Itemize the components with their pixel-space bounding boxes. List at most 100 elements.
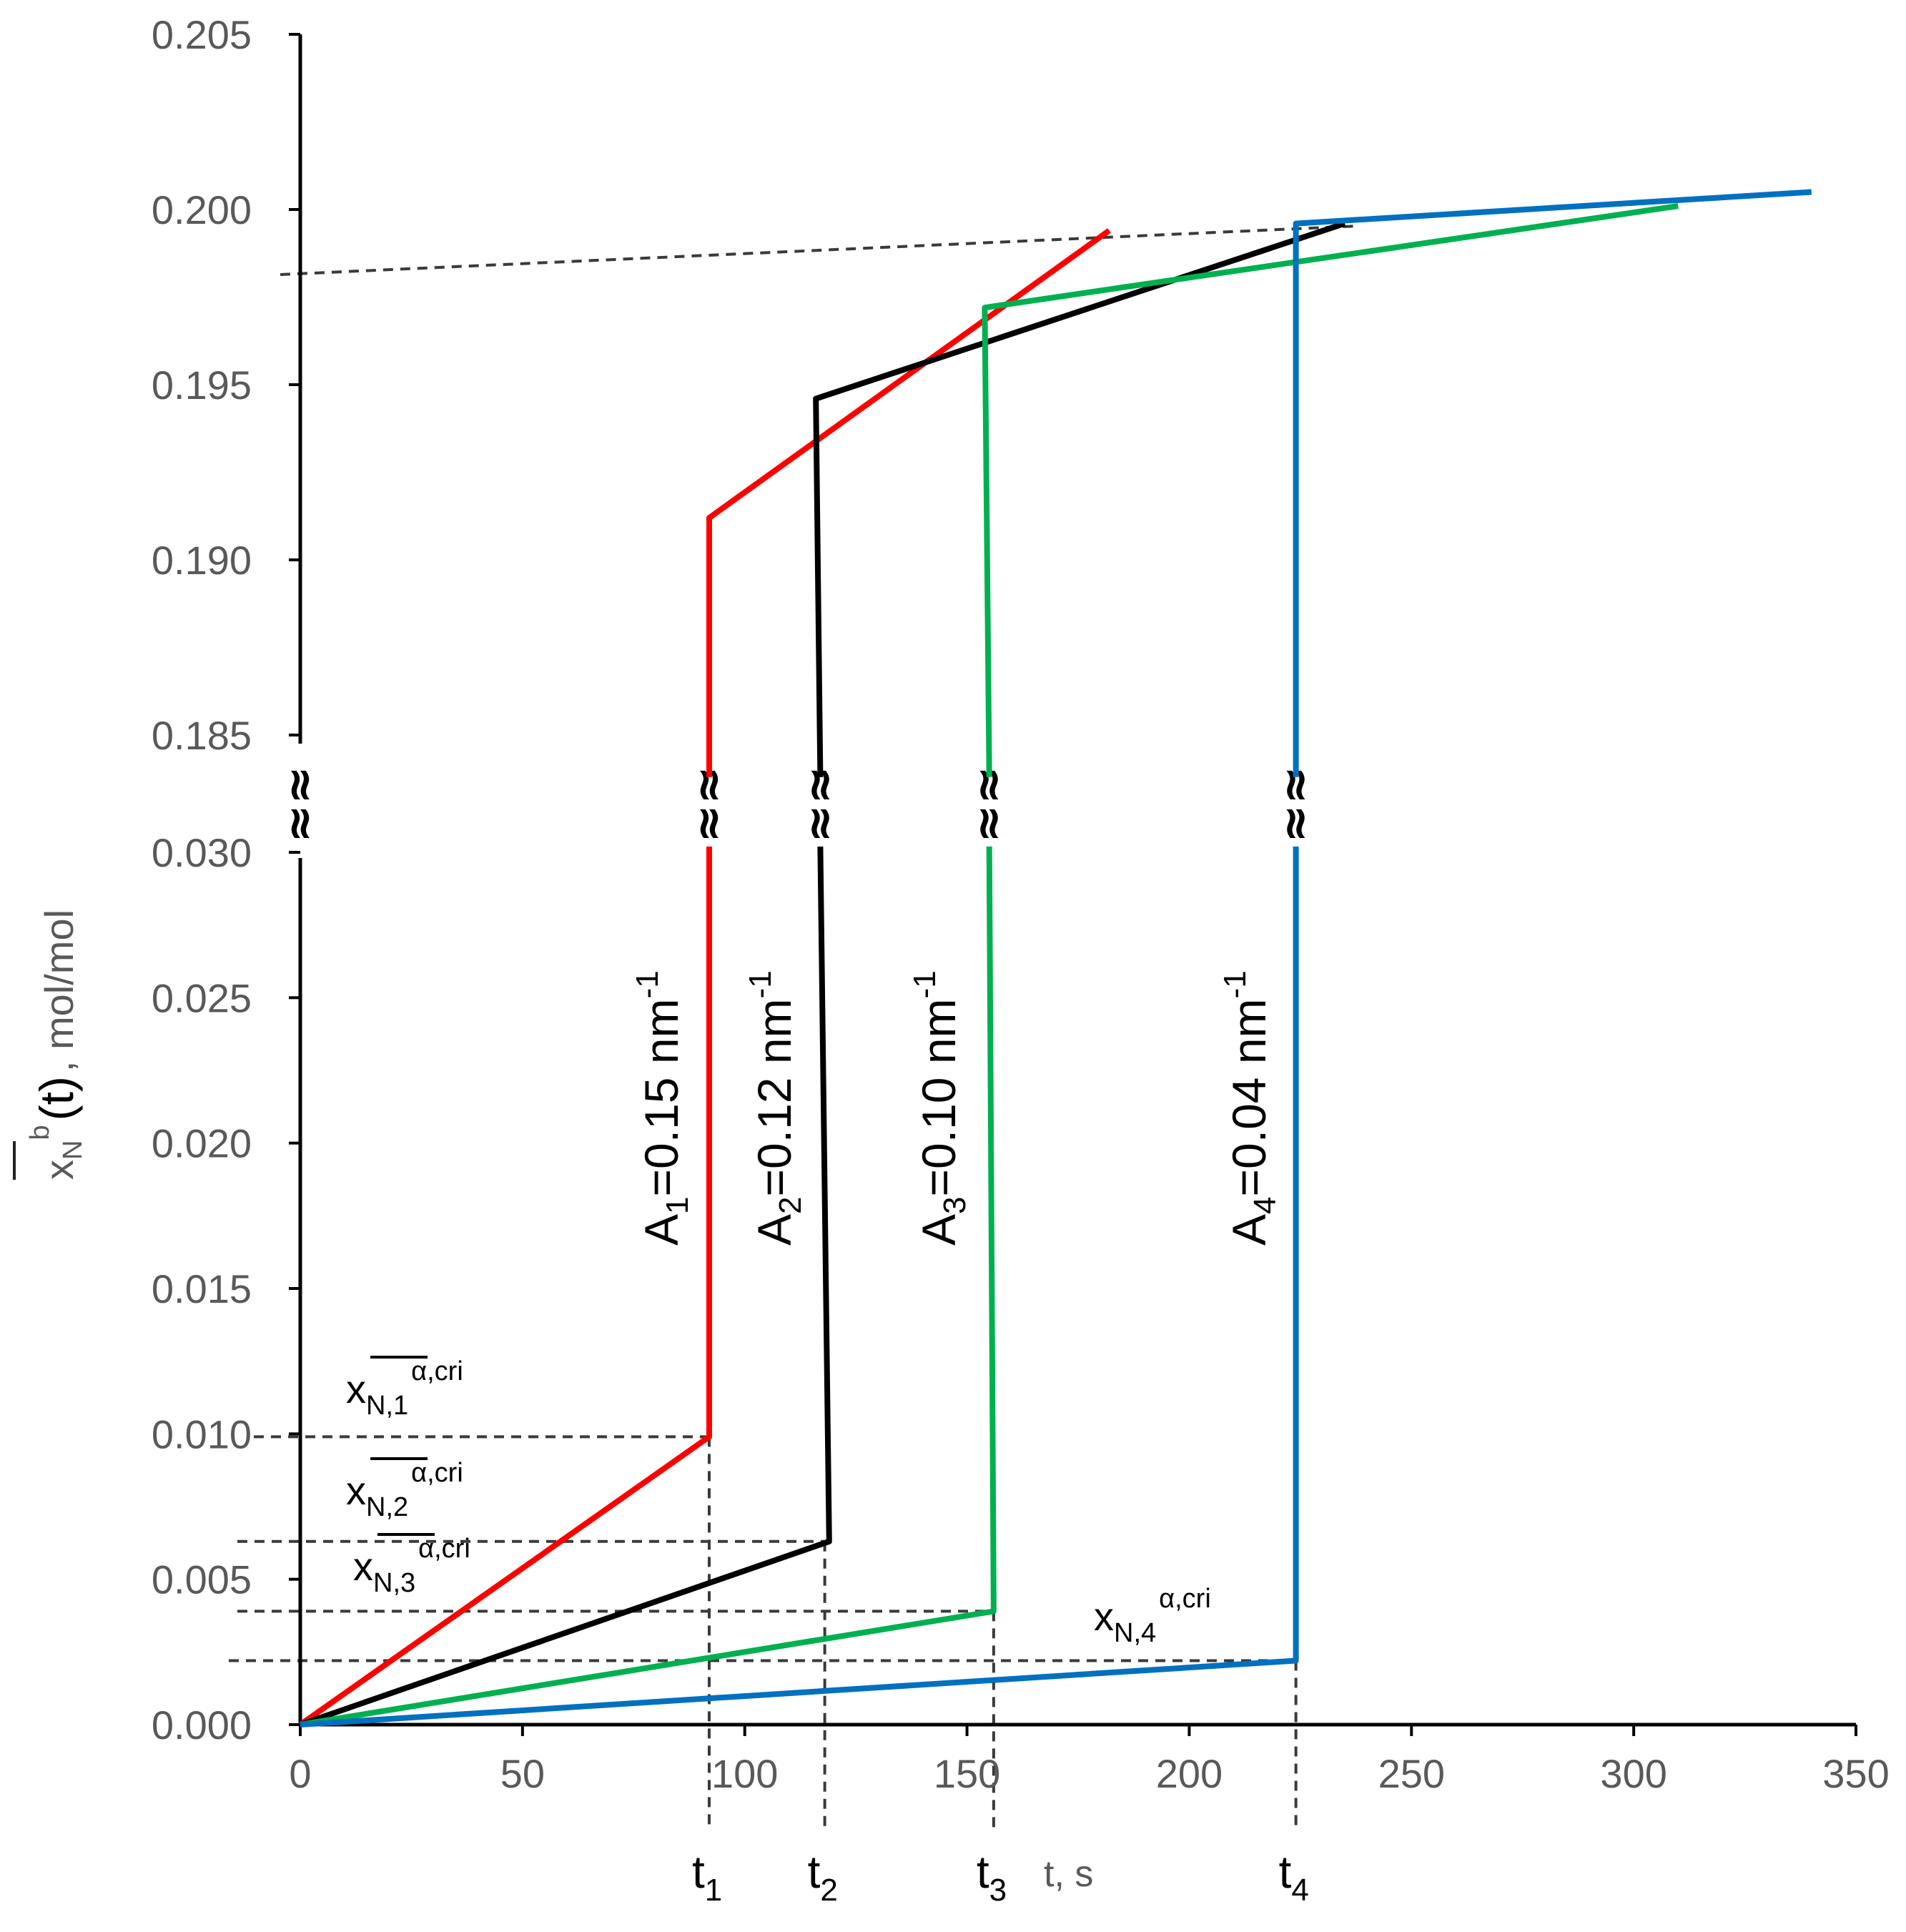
series-line-upper bbox=[813, 220, 1346, 777]
series-line-lower bbox=[298, 846, 712, 1728]
annotation-sub: N,2 bbox=[366, 1492, 408, 1522]
x-tick-label: 150 bbox=[934, 1751, 1000, 1796]
axis-break-symbol: ≈ bbox=[962, 804, 1015, 843]
x-tick-label: 50 bbox=[500, 1751, 545, 1796]
series-line-upper bbox=[982, 203, 1679, 777]
series-line-upper bbox=[706, 228, 1111, 777]
annotation-text: xN,4α,cri bbox=[1094, 1584, 1211, 1648]
annotation-main: x bbox=[353, 1544, 373, 1589]
series-label: A2=0.12 nm-1 bbox=[743, 970, 808, 1246]
y-tick-label: 0.190 bbox=[152, 538, 252, 583]
x-tick-label: 100 bbox=[711, 1751, 778, 1796]
axis-break-symbol: ≈ bbox=[273, 804, 326, 843]
x-axis-label: t, s bbox=[1044, 1853, 1093, 1895]
series-label-text: A3=0.10 nm-1 bbox=[907, 970, 972, 1246]
annotation-text: xN,2α,cri bbox=[346, 1458, 463, 1522]
series-label-main: A bbox=[912, 1214, 965, 1246]
y-axis-label-sup: b bbox=[25, 1125, 55, 1140]
t-marker-main: t bbox=[692, 1846, 705, 1898]
x-tick-label: 0 bbox=[289, 1751, 311, 1796]
series-line-lower bbox=[299, 846, 832, 1728]
x-tick-label: 300 bbox=[1600, 1751, 1666, 1796]
x-tick-label: 350 bbox=[1822, 1751, 1889, 1796]
series-label: A1=0.15 nm-1 bbox=[630, 970, 695, 1246]
annotation-sup: α,cri bbox=[1159, 1584, 1211, 1614]
critical-annotation: xN,1α,cri bbox=[346, 1356, 463, 1421]
annotation-main: x bbox=[346, 1366, 366, 1411]
y-tick-label: 0.015 bbox=[152, 1266, 252, 1311]
series-label-text: A1=0.15 nm-1 bbox=[630, 970, 695, 1246]
t-marker-label: t3 bbox=[977, 1846, 1007, 1908]
annotation-text: xN,1α,cri bbox=[346, 1356, 463, 1421]
axis-break-symbol: ≈ bbox=[1269, 804, 1322, 843]
annotation-sub: N,1 bbox=[366, 1391, 408, 1421]
axis-ticks: 0 50 100 150 200 250 300 350 0.000 0.005 0.010 0.01… bbox=[152, 12, 1890, 1796]
series-label-rest: =0.04 nm bbox=[1223, 998, 1275, 1196]
t-markers: t1 t2 t3 t4 bbox=[692, 1846, 1309, 1908]
series-label-sub: 3 bbox=[937, 1196, 972, 1213]
axis-breaks: ≈≈≈≈≈≈≈≈≈≈ bbox=[273, 766, 1322, 843]
series-label: A3=0.10 nm-1 bbox=[907, 970, 972, 1246]
y-axis-label-sub: N bbox=[58, 1140, 88, 1160]
series-labels: A1=0.15 nm-1A2=0.12 nm-1A3=0.10 nm-1A4=0… bbox=[630, 970, 1283, 1246]
y-tick-label: 0.000 bbox=[152, 1702, 252, 1748]
t-marker-label: t4 bbox=[1279, 1846, 1309, 1908]
annotation-text: xN,3α,cri bbox=[353, 1534, 470, 1598]
x-tick-label: 200 bbox=[1156, 1751, 1223, 1796]
axis-break-symbol: ≈ bbox=[273, 766, 326, 804]
series-label-rest: =0.10 nm bbox=[912, 998, 965, 1196]
series-label-sup: -1 bbox=[630, 970, 665, 998]
series-label-sup: -1 bbox=[907, 970, 942, 998]
y-axis-label: xNb (t), mol/mol bbox=[13, 910, 88, 1180]
annotation-main: x bbox=[1094, 1594, 1114, 1639]
annotation-main: x bbox=[346, 1468, 366, 1513]
y-tick-label: 0.200 bbox=[152, 187, 252, 232]
t-marker-sub: 4 bbox=[1291, 1873, 1308, 1908]
series-line-lower bbox=[300, 846, 997, 1728]
series-label-main: A bbox=[635, 1214, 688, 1246]
y-tick-label: 0.025 bbox=[152, 975, 252, 1020]
reference-dashed-lines bbox=[229, 225, 1359, 1830]
y-tick-label: 0.030 bbox=[152, 830, 252, 875]
series-label-sub: 4 bbox=[1248, 1196, 1283, 1213]
series-label-text: A4=0.04 nm-1 bbox=[1218, 970, 1283, 1246]
series-label-text: A2=0.12 nm-1 bbox=[743, 970, 808, 1246]
annotation-sup: α,cri bbox=[411, 1458, 463, 1488]
annotation-sup: α,cri bbox=[418, 1534, 470, 1564]
series-label: A4=0.04 nm-1 bbox=[1218, 970, 1283, 1246]
y-tick-label: 0.010 bbox=[152, 1411, 252, 1457]
series-label-main: A bbox=[1223, 1214, 1275, 1246]
t-marker-label: t2 bbox=[808, 1846, 838, 1908]
y-tick-label: 0.195 bbox=[152, 363, 252, 408]
y-tick-label: 0.185 bbox=[152, 713, 252, 758]
series-label-sub: 2 bbox=[773, 1196, 808, 1213]
t-marker-main: t bbox=[977, 1846, 989, 1898]
series-label-main: A bbox=[748, 1214, 801, 1246]
y-tick-label: 0.005 bbox=[152, 1557, 252, 1602]
series-label-sup: -1 bbox=[1218, 970, 1253, 998]
critical-annotation: xN,3α,cri bbox=[353, 1533, 470, 1598]
t-marker-label: t1 bbox=[692, 1846, 722, 1908]
series-line-lower bbox=[300, 846, 1299, 1728]
t-marker-sub: 3 bbox=[989, 1873, 1007, 1908]
y-axis-label-unit: , mol/mol bbox=[36, 910, 82, 1072]
svg-text:xNb(t), mol/mol: xNb (t), mol/mol bbox=[25, 910, 88, 1180]
critical-annotation: xN,2α,cri bbox=[346, 1457, 463, 1522]
x-tick-label: 250 bbox=[1378, 1751, 1445, 1796]
critical-annotation: xN,4α,cri bbox=[1094, 1584, 1211, 1648]
series-line-upper bbox=[1293, 189, 1812, 777]
annotation-sub: N,4 bbox=[1114, 1618, 1156, 1648]
series-label-rest: =0.15 nm bbox=[635, 998, 688, 1196]
y-axis-label-main: x bbox=[36, 1160, 82, 1180]
y-tick-label: 0.020 bbox=[152, 1121, 252, 1166]
t-marker-sub: 2 bbox=[820, 1873, 837, 1908]
t-marker-main: t bbox=[1279, 1846, 1292, 1898]
series-label-sup: -1 bbox=[743, 970, 778, 998]
series-label-sub: 1 bbox=[660, 1196, 695, 1213]
axis-break-symbol: ≈ bbox=[682, 804, 735, 843]
t-marker-sub: 1 bbox=[705, 1873, 722, 1908]
axis-break-symbol: ≈ bbox=[793, 804, 846, 843]
annotation-sub: N,3 bbox=[373, 1568, 415, 1598]
